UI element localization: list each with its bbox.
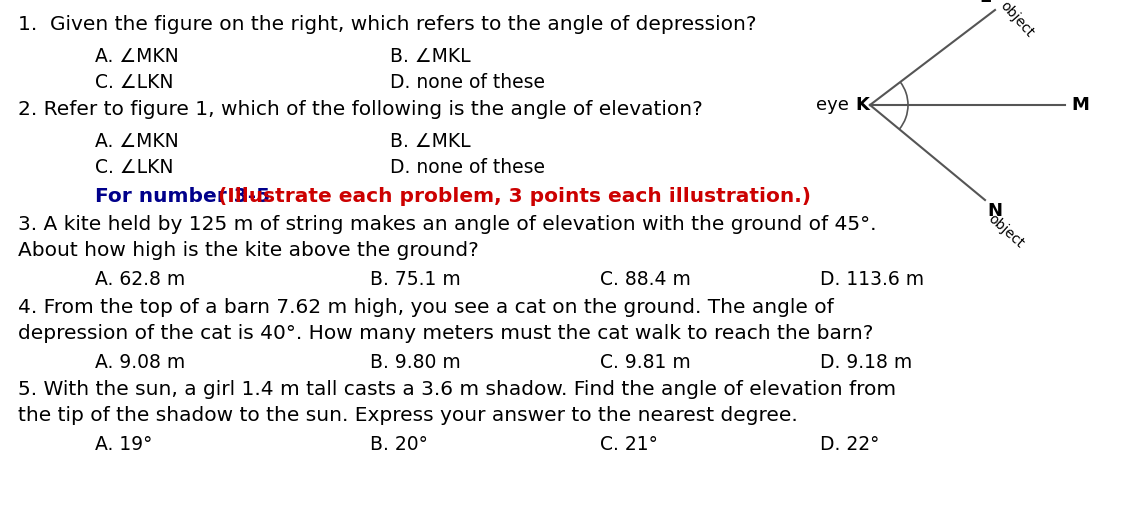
Text: 3. A kite held by 125 m of string makes an angle of elevation with the ground of: 3. A kite held by 125 m of string makes … bbox=[18, 215, 876, 234]
Text: (Illustrate each problem, 3 points each illustration.): (Illustrate each problem, 3 points each … bbox=[218, 187, 811, 206]
Text: A. ∠MKN: A. ∠MKN bbox=[94, 47, 179, 66]
Text: C. 9.81 m: C. 9.81 m bbox=[600, 353, 691, 372]
Text: B. 20°: B. 20° bbox=[370, 435, 428, 454]
Text: D. none of these: D. none of these bbox=[390, 73, 544, 92]
Text: M: M bbox=[1071, 96, 1089, 114]
Text: B. ∠MKL: B. ∠MKL bbox=[390, 132, 470, 151]
Text: D. none of these: D. none of these bbox=[390, 158, 544, 177]
Text: A. 62.8 m: A. 62.8 m bbox=[94, 270, 186, 289]
Text: 4. From the top of a barn 7.62 m high, you see a cat on the ground. The angle of: 4. From the top of a barn 7.62 m high, y… bbox=[18, 298, 834, 317]
Text: A. 19°: A. 19° bbox=[94, 435, 152, 454]
Text: A. ∠MKN: A. ∠MKN bbox=[94, 132, 179, 151]
Text: B. 75.1 m: B. 75.1 m bbox=[370, 270, 461, 289]
Text: A. 9.08 m: A. 9.08 m bbox=[94, 353, 186, 372]
Text: B. 9.80 m: B. 9.80 m bbox=[370, 353, 461, 372]
Text: N: N bbox=[987, 202, 1002, 220]
Text: eye: eye bbox=[817, 96, 855, 114]
Text: 1.  Given the figure on the right, which refers to the angle of depression?: 1. Given the figure on the right, which … bbox=[18, 15, 756, 34]
Text: D. 9.18 m: D. 9.18 m bbox=[820, 353, 912, 372]
Text: B. ∠MKL: B. ∠MKL bbox=[390, 47, 470, 66]
Text: object: object bbox=[997, 0, 1036, 40]
Text: depression of the cat is 40°. How many meters must the cat walk to reach the bar: depression of the cat is 40°. How many m… bbox=[18, 324, 873, 343]
Text: 2. Refer to figure 1, which of the following is the angle of elevation?: 2. Refer to figure 1, which of the follo… bbox=[18, 100, 703, 119]
Text: D. 22°: D. 22° bbox=[820, 435, 880, 454]
Text: For number 3-5: For number 3-5 bbox=[94, 187, 270, 206]
Text: C. 88.4 m: C. 88.4 m bbox=[600, 270, 691, 289]
Text: K: K bbox=[855, 96, 868, 114]
Text: 5. With the sun, a girl 1.4 m tall casts a 3.6 m shadow. Find the angle of eleva: 5. With the sun, a girl 1.4 m tall casts… bbox=[18, 380, 897, 399]
Text: C. 21°: C. 21° bbox=[600, 435, 658, 454]
Text: L: L bbox=[980, 0, 991, 6]
Text: C. ∠LKN: C. ∠LKN bbox=[94, 158, 173, 177]
Text: object: object bbox=[986, 212, 1027, 251]
Text: the tip of the shadow to the sun. Express your answer to the nearest degree.: the tip of the shadow to the sun. Expres… bbox=[18, 406, 798, 425]
Text: C. ∠LKN: C. ∠LKN bbox=[94, 73, 173, 92]
Text: About how high is the kite above the ground?: About how high is the kite above the gro… bbox=[18, 241, 479, 260]
Text: D. 113.6 m: D. 113.6 m bbox=[820, 270, 924, 289]
